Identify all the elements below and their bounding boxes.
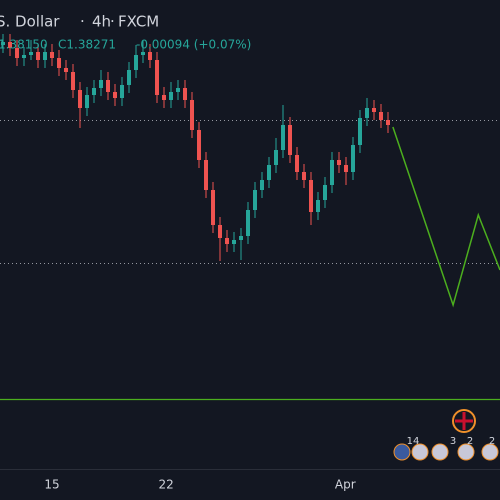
candle-body [106,80,111,92]
candle-body [239,236,244,240]
candle-body [358,118,363,145]
candle-body [148,52,153,60]
candle-body [134,55,139,70]
event-icon[interactable] [431,443,449,461]
candle-body [344,165,349,172]
candle-body [127,70,132,85]
separator: · [80,13,85,31]
candle-body [57,58,62,68]
x-tick-label: 15 [44,478,59,492]
candle-body [288,125,293,155]
change-value: -0.00094 (+0.07%) [136,38,251,52]
candle-body [113,92,118,98]
candle-body [211,190,216,225]
candle-body [190,100,195,130]
candle-body [169,92,174,100]
source: FXCM [118,13,159,31]
candle-body [1,42,6,45]
interval: 4h [92,13,111,31]
candle-body [365,108,370,118]
event-count: 3 [450,436,456,447]
projection-line [392,126,500,308]
candle-body [197,130,202,160]
candle-body [22,55,27,58]
open-value: 1.38150 [0,38,48,52]
candle-body [267,165,272,180]
candle-body [141,52,146,55]
candle-body [323,185,328,200]
event-icon[interactable] [457,443,475,461]
candle-body [309,180,314,212]
candle-body [274,150,279,165]
candle-body [36,52,41,60]
symbol: S. Dollar [0,13,60,31]
candle-body [379,112,384,120]
candle-body [330,160,335,185]
candle-body [71,72,76,90]
candle-body [120,85,125,98]
candle-body [78,90,83,108]
x-tick-label: Apr [335,478,356,492]
x-tick-label: 22 [158,478,173,492]
separator: · [110,13,115,31]
candle-body [99,80,104,88]
candle-body [218,225,223,238]
candle-body [281,125,286,150]
candle-body [386,120,391,125]
close-value: C1.38271 [58,38,116,52]
candle-body [372,108,377,112]
candle-body [15,48,20,58]
event-count: 2 [489,436,495,447]
candle-body [337,160,342,165]
candle-body [29,52,34,55]
event-count: 2 [467,436,473,447]
candle-body [351,145,356,172]
events: 14 3 2 2 [393,409,499,461]
candle-body [204,160,209,190]
event-icon[interactable] [393,443,411,461]
candle-body [225,238,230,244]
candle-body [246,210,251,236]
candle-body [302,172,307,180]
candle-body [176,88,181,92]
candle-body [50,52,55,58]
event-count: 14 [407,436,420,447]
candle-body [64,68,69,72]
flag [455,412,473,430]
candle-body [260,180,265,190]
candle-body [155,60,160,95]
candle-body [183,88,188,100]
candle-body [8,42,13,48]
event-icon[interactable] [411,443,429,461]
candle-body [162,95,167,100]
event-icon[interactable] [481,443,499,461]
candle-body [92,88,97,95]
plot-area [0,34,500,401]
candle-body [85,95,90,108]
candle-body [253,190,258,210]
candle-body [295,155,300,172]
candle-body [232,240,237,244]
candle-body [316,200,321,212]
candle-body [43,52,48,60]
